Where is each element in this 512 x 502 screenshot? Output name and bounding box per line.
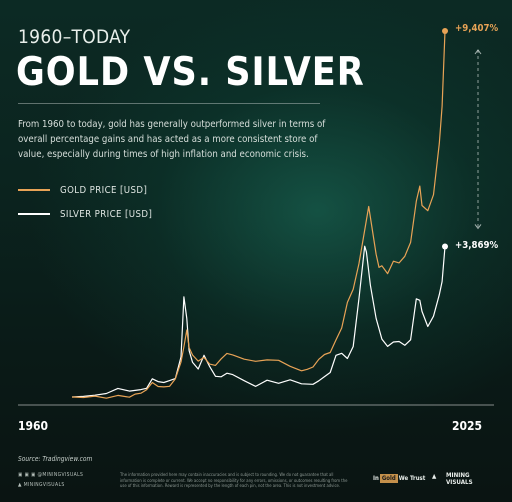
mountain-icon: ▲	[432, 473, 437, 480]
silver-end-point	[442, 243, 448, 250]
legend-swatch-gold	[18, 189, 50, 191]
x-tick-label-end: 2025	[452, 419, 483, 433]
source-note: Source: Tradingview.com	[18, 455, 93, 463]
title-divider	[18, 103, 320, 104]
legend-item-silver: SILVER PRICE [USD]	[18, 209, 152, 220]
page-title: GOLD VS. SILVER	[16, 50, 365, 95]
supertitle: 1960–TODAY	[18, 26, 131, 48]
social-handle: ▣ ▣ ▣ @MININGVISUALS	[18, 472, 84, 478]
disclaimer: The information provided here may contai…	[120, 472, 348, 489]
brand-handle: ▲ MININGVISUALS	[18, 482, 65, 488]
silver-end-label: +3,869%	[455, 240, 499, 251]
legend-label-gold: GOLD PRICE [USD]	[60, 185, 148, 196]
legend-swatch-silver	[18, 213, 50, 215]
arrow-head-down	[474, 224, 482, 230]
legend-label-silver: SILVER PRICE [USD]	[60, 209, 153, 220]
arrow-head-up	[474, 49, 482, 55]
silver-series-line	[71, 245, 446, 398]
subtitle: From 1960 to today, gold has generally o…	[18, 119, 326, 160]
mining-visuals-logo: ▲ MINING VISUALS	[432, 472, 473, 486]
in-gold-we-trust-logo: In Gold We Trust	[373, 474, 426, 483]
legend-item-gold: GOLD PRICE [USD]	[18, 185, 147, 196]
mining-visuals-icon: ▲	[18, 482, 24, 488]
social-icons: ▣ ▣ ▣	[18, 472, 38, 478]
gold-end-point	[442, 28, 448, 34]
gold-end-label: +9,407%	[455, 23, 499, 34]
gold-series-line	[71, 30, 446, 399]
x-tick-label-start: 1960	[18, 419, 49, 433]
